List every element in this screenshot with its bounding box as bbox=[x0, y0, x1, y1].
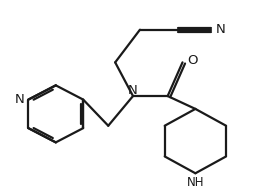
Text: N: N bbox=[216, 23, 226, 36]
Text: N: N bbox=[15, 93, 24, 106]
Text: O: O bbox=[187, 54, 198, 67]
Text: N: N bbox=[128, 84, 138, 97]
Text: NH: NH bbox=[187, 176, 204, 189]
